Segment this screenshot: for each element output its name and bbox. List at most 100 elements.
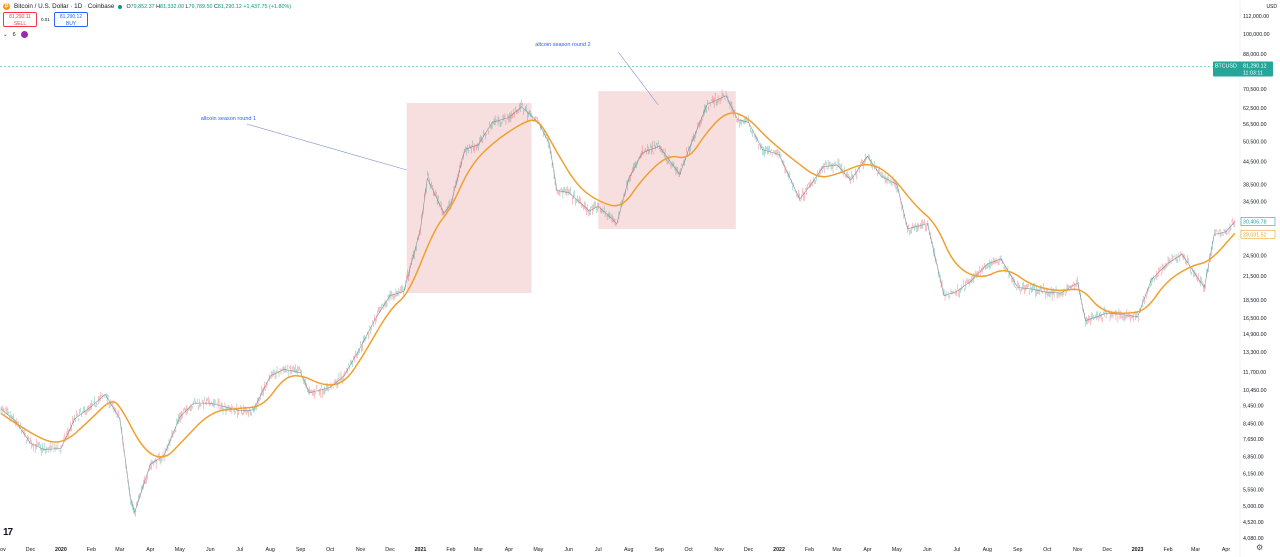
gear-icon[interactable]: ⚙ — [1256, 543, 1264, 552]
time-tick-label: Nov — [1073, 547, 1083, 553]
time-tick-label: 2020 — [55, 547, 67, 553]
time-axis[interactable]: Nov Dec 2020 Feb Mar Apr May Jun Jul Aug Sep Oct Nov… — [0, 547, 1230, 553]
time-tick-label: Nov — [0, 547, 6, 553]
time-tick-label: Sep — [296, 547, 305, 553]
price-axis[interactable]: 112,000.00 100,000.00 88,000.00 70,500.00 62… — [1243, 14, 1270, 542]
current-price-tag — [1213, 61, 1273, 77]
market-open-icon — [118, 4, 123, 9]
time-tick-label: Jun — [923, 547, 932, 553]
indicator-count: 6 — [12, 31, 16, 38]
time-tick-label: Apr — [146, 547, 154, 553]
time-tick-label: Jul — [236, 547, 243, 553]
symbol-title[interactable]: Bitcoin / U.S. Dollar · 1D · Coinbase — [14, 3, 115, 10]
price-tick-label: 112,000.00 — [1243, 14, 1269, 20]
time-tick-label: Dec — [744, 547, 754, 553]
time-tick-label: Nov — [714, 547, 724, 553]
price-tick-label: 100,000.00 — [1243, 32, 1270, 38]
last-price-tag — [1240, 217, 1276, 226]
time-tick-label: Dec — [385, 547, 395, 553]
price-tick-label: 6,150.00 — [1243, 471, 1264, 477]
time-tick-label: Mar — [832, 547, 841, 553]
price-tick-label: 44,500.00 — [1243, 159, 1267, 165]
sell-button[interactable]: 81,290.11 SELL — [3, 12, 37, 27]
time-tick-label: May — [533, 547, 543, 553]
annotation-pointer-2 — [618, 51, 659, 106]
price-tick-label: 34,500.00 — [1243, 200, 1267, 206]
time-tick-label: Aug — [983, 547, 992, 553]
ma-price-value: 28,031.52 — [1243, 232, 1267, 238]
time-tick-label: Sep — [1013, 547, 1022, 553]
price-tick-label: 4,080.00 — [1243, 536, 1264, 542]
highlight-zone-1[interactable] — [406, 102, 532, 294]
time-tick-label: Dec — [26, 547, 36, 553]
time-tick-label: Jun — [565, 547, 574, 553]
time-tick-label: Jun — [206, 547, 215, 553]
price-tick-label: 70,500.00 — [1243, 87, 1267, 93]
price-tick-label: 14,900.00 — [1243, 332, 1267, 338]
time-tick-label: Feb — [446, 547, 455, 553]
ohlc-readout: O79,852.37 H81,332.00 L79,789.50 C81,290… — [126, 3, 292, 10]
time-tick-label: 2022 — [773, 547, 785, 553]
time-tick-label: Oct — [326, 547, 335, 553]
annotation-label-2[interactable]: altcoin season round 2 — [535, 42, 590, 48]
annotation-pointer-1 — [246, 123, 407, 171]
time-tick-label: May — [175, 547, 185, 553]
time-tick-label: Mar — [1191, 547, 1200, 553]
price-tick-label: 5,000.00 — [1243, 504, 1264, 510]
price-tick-label: 5,550.00 — [1243, 488, 1264, 494]
time-tick-label: Apr — [1222, 547, 1230, 553]
time-tick-label: Oct — [685, 547, 694, 553]
price-tick-label: 38,500.00 — [1243, 182, 1267, 188]
price-tick-label: 7,650.00 — [1243, 437, 1264, 443]
time-tick-label: Mar — [115, 547, 124, 553]
price-tick-label: 21,500.00 — [1243, 274, 1267, 280]
annotation-label-1[interactable]: altcoin season round 1 — [201, 116, 256, 122]
price-tick-label: 10,450.00 — [1243, 388, 1267, 394]
indicator-toggle[interactable]: ⌄ 6 — [3, 31, 28, 38]
bitcoin-logo-icon: ₿ — [3, 3, 10, 10]
price-line — [0, 95, 1236, 514]
time-tick-label: Feb — [1163, 547, 1172, 553]
price-tick-label: 62,500.00 — [1243, 106, 1267, 112]
highlight-zones — [406, 91, 736, 294]
buy-button[interactable]: 81,290.12 BUY — [54, 12, 88, 27]
chevron-down-icon[interactable]: ⌄ — [3, 31, 8, 38]
indicator-icon[interactable] — [20, 31, 28, 38]
time-tick-label: May — [892, 547, 902, 553]
time-tick-label: Apr — [505, 547, 513, 553]
time-tick-label: Aug — [624, 547, 633, 553]
tradingview-logo-icon: 17 — [3, 527, 13, 538]
price-tick-label: 16,500.00 — [1243, 316, 1267, 322]
price-tick-label: 24,500.00 — [1243, 254, 1267, 260]
candle-countdown: 11:03:11 — [1243, 71, 1263, 77]
price-tick-label: 6,850.00 — [1243, 454, 1264, 460]
price-tick-label: 9,450.00 — [1243, 404, 1264, 410]
current-price-value: 81,290.12 — [1243, 64, 1267, 70]
chart-header: ₿ Bitcoin / U.S. Dollar · 1D · Coinbase … — [0, 0, 1240, 44]
time-tick-label: Feb — [87, 547, 96, 553]
change-readout: +1,437.75 (+1.80%) — [243, 3, 292, 10]
time-tick-label: Oct — [1043, 547, 1052, 553]
price-tick-label: 4,520.00 — [1243, 520, 1264, 526]
price-tick-label: 8,450.00 — [1243, 421, 1264, 427]
last-price-value: 30,406.78 — [1243, 219, 1267, 225]
time-tick-label: Feb — [805, 547, 814, 553]
time-tick-label: Aug — [265, 547, 274, 553]
ma-price-tag — [1240, 229, 1276, 239]
symbol-info: ₿ Bitcoin / U.S. Dollar · 1D · Coinbase … — [3, 3, 291, 10]
time-tick-label: Jul — [595, 547, 602, 553]
price-tick-label: 88,000.00 — [1243, 52, 1267, 58]
currency-label[interactable]: USD — [1266, 4, 1277, 10]
price-tick-label: 13,300.00 — [1243, 350, 1267, 356]
time-tick-label: Nov — [356, 547, 366, 553]
time-tick-label: Jul — [953, 547, 960, 553]
current-price-symbol: BTCUSD — [1215, 64, 1237, 70]
price-tick-label: 18,500.00 — [1243, 298, 1267, 304]
annotations[interactable]: altcoin season round 1 altcoin season rou… — [201, 42, 659, 171]
price-tick-label: 50,500.00 — [1243, 140, 1267, 146]
price-tick-label: 56,500.00 — [1243, 122, 1267, 128]
price-tick-label: 11,700.00 — [1243, 370, 1266, 376]
spread-value: 0.01 — [41, 17, 50, 22]
